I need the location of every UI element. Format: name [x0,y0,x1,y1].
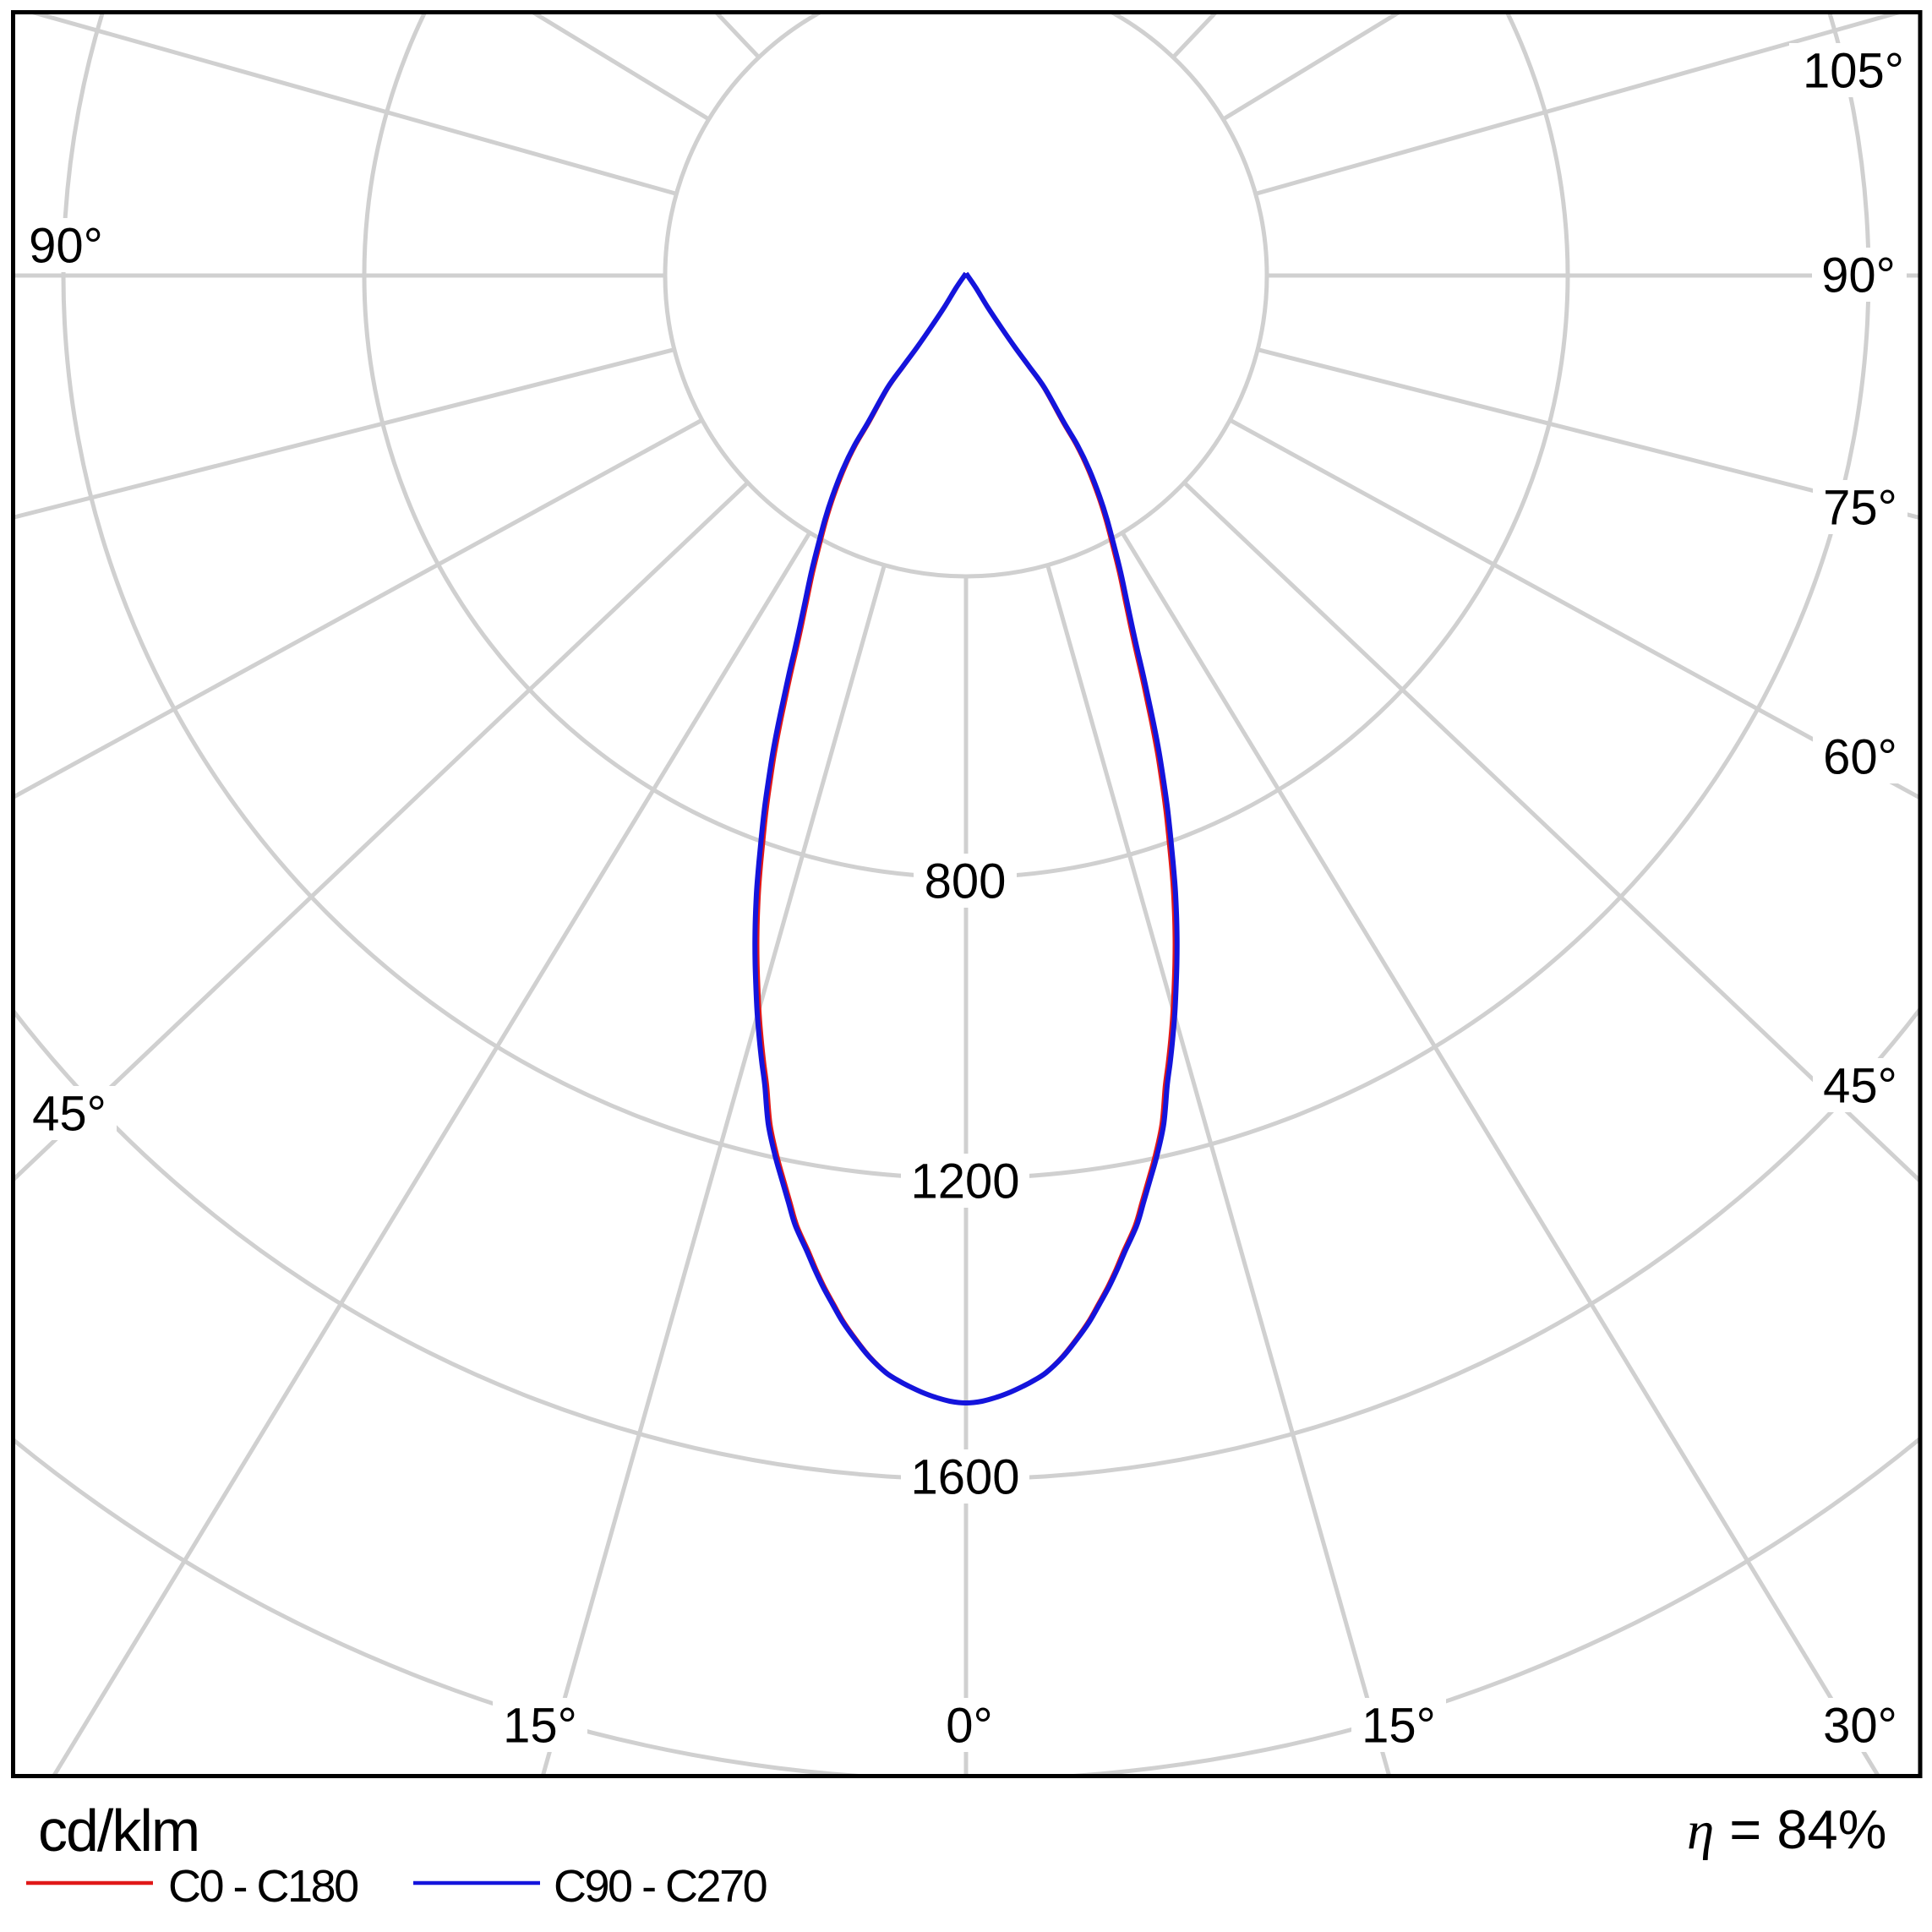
svg-text:30°: 30° [1823,1699,1897,1754]
svg-text:1200: 1200 [910,1154,1019,1209]
svg-text:90°: 90° [29,219,103,274]
svg-text:45°: 45° [32,1087,106,1142]
svg-text:0°: 0° [946,1699,992,1754]
svg-text:C0 - C180: C0 - C180 [168,1861,357,1912]
svg-text:15°: 15° [503,1699,577,1754]
svg-text:η = 84%: η = 84% [1687,1798,1886,1861]
svg-text:60°: 60° [1823,730,1897,785]
svg-text:75°: 75° [1823,481,1897,536]
svg-text:C90 - C270: C90 - C270 [554,1861,767,1912]
svg-text:105°: 105° [1803,44,1904,99]
svg-text:45°: 45° [1823,1059,1897,1114]
svg-text:800: 800 [925,854,1007,909]
svg-text:1600: 1600 [910,1450,1019,1505]
svg-text:15°: 15° [1362,1699,1436,1754]
svg-text:90°: 90° [1821,248,1896,303]
svg-text:cd/klm: cd/klm [38,1798,199,1864]
